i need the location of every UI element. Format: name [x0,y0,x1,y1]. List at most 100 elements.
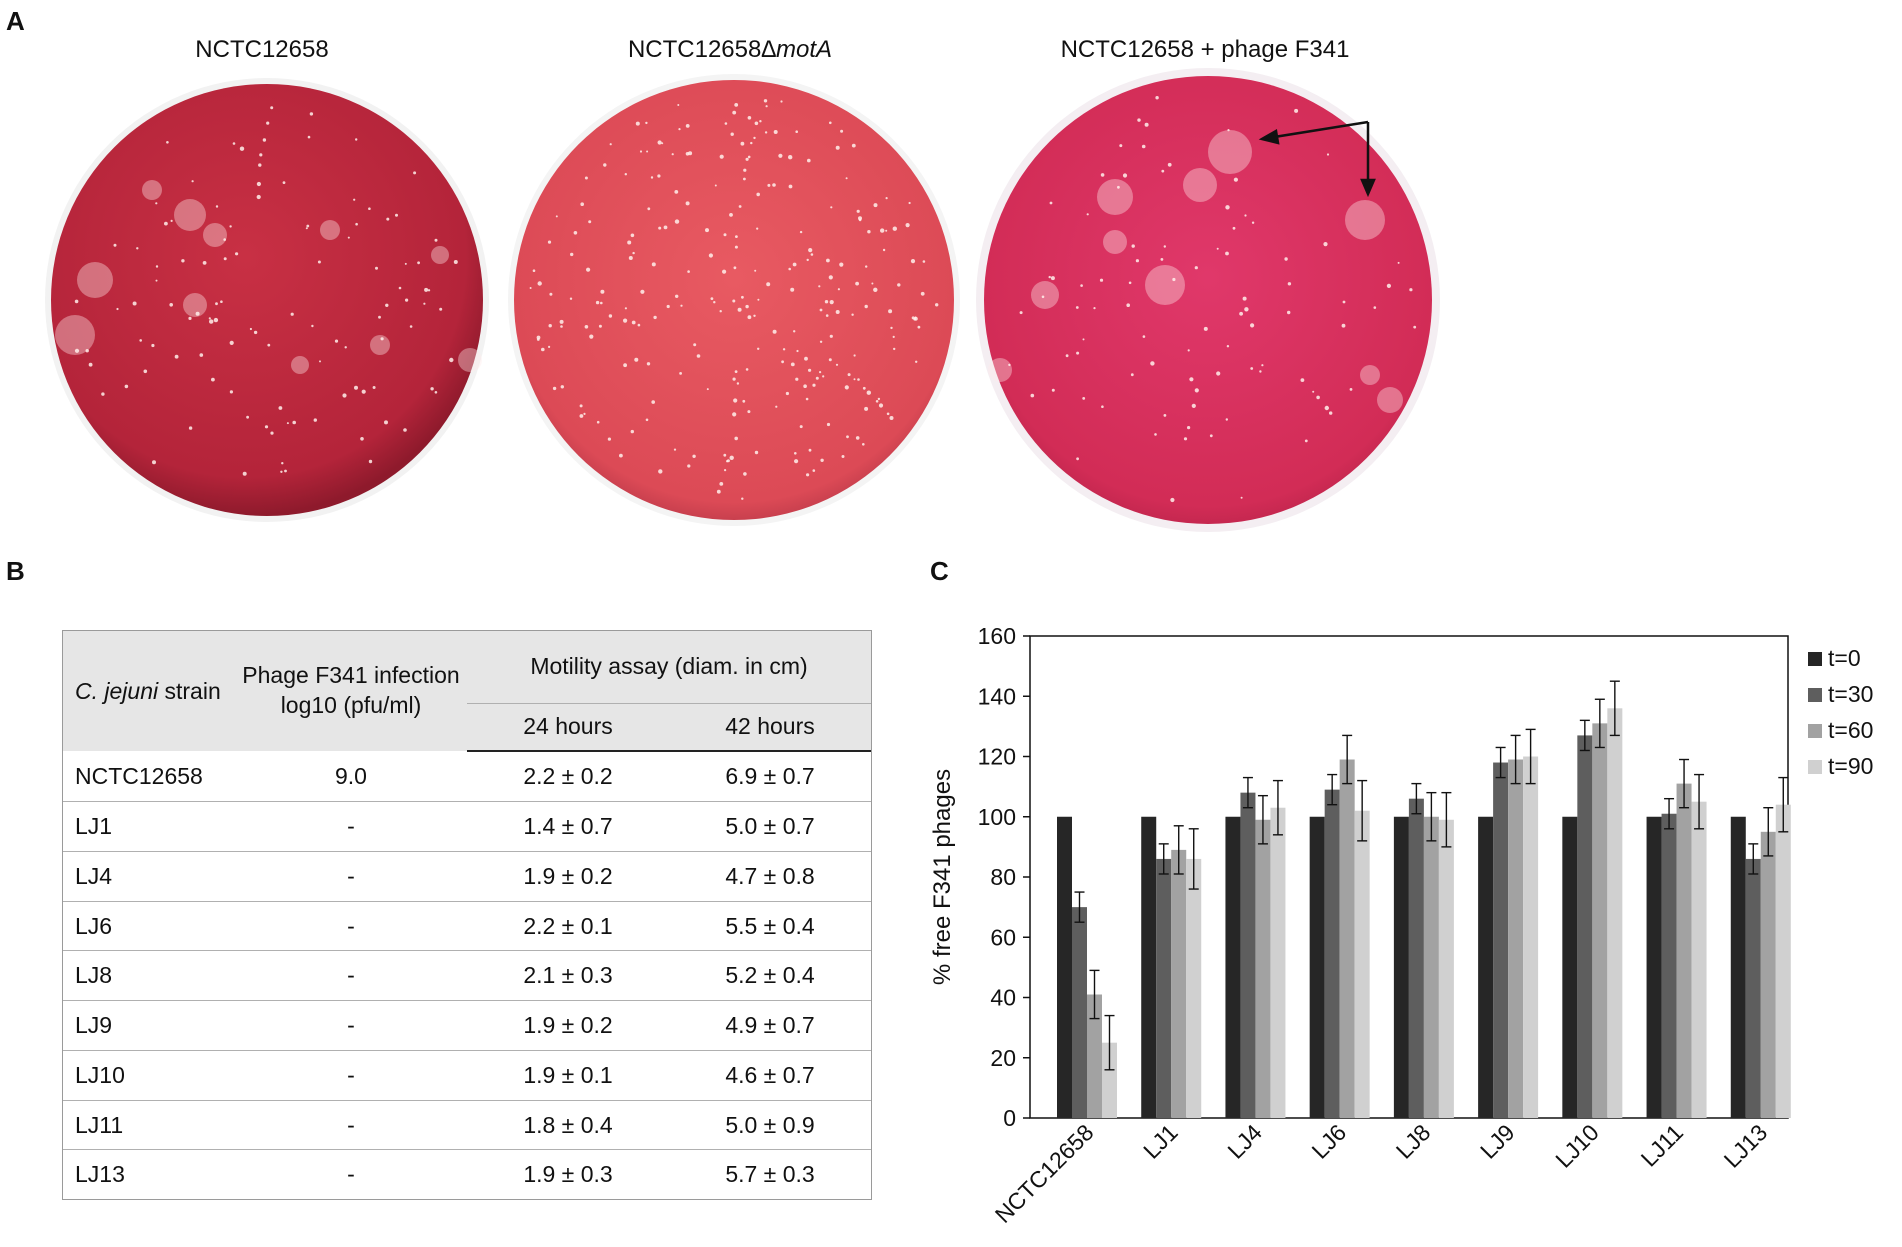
bar-t=90-LJ13 [1775,804,1791,1118]
col-header-phage: Phage F341 infection log10 (pfu/ml) [242,662,460,718]
motility-table: C. jejuni strain Phage F341 infection lo… [62,630,872,1200]
cell-h24: 1.9 ± 0.2 [467,1000,669,1051]
cell-phage: - [235,1099,467,1150]
bar-t=90-LJ11 [1691,801,1707,1118]
bar-t=60-LJ11 [1676,783,1692,1118]
plates-figure [45,68,1440,532]
bar-t=30-NCTC12658 [1072,907,1087,1118]
legend-swatch [1808,688,1822,702]
y-tick-label: 20 [990,1045,1016,1071]
arrow-indicator [1258,120,1376,198]
cell-strain: LJ8 [63,950,235,1001]
table-row: LJ13-1.9 ± 0.3 5.7 ± 0.3 [63,1149,871,1199]
y-axis-label: % free F341 phages [929,769,956,985]
cell-phage: - [235,1000,467,1051]
col-header-42h: 42 hours [669,702,871,752]
cell-h42: 5.2 ± 0.4 [669,950,871,1001]
x-tick-label: NCTC12658 [990,1119,1099,1228]
cell-strain: LJ4 [63,850,235,902]
table-row: LJ4-1.9 ± 0.2 4.7 ± 0.8 [63,850,871,902]
y-tick-label: 140 [978,683,1016,709]
x-tick-label: LJ9 [1475,1119,1520,1164]
bar-t=90-LJ9 [1523,756,1539,1118]
cell-phage: - [235,950,467,1001]
bar-t=60-LJ13 [1760,831,1776,1118]
cell-h24: 1.9 ± 0.3 [467,1149,669,1199]
plate-phage-infected [976,68,1440,532]
cell-h42: 5.7 ± 0.3 [669,1149,871,1199]
y-tick-label: 0 [1003,1105,1016,1131]
cell-strain: LJ1 [63,801,235,852]
legend-swatch [1808,652,1822,666]
cell-strain: LJ11 [63,1099,235,1150]
bar-t=30-LJ11 [1661,813,1677,1118]
table-row: LJ8-2.1 ± 0.3 5.2 ± 0.4 [63,950,871,1001]
bar-t=0-LJ10 [1562,816,1578,1118]
cell-h24: 1.9 ± 0.2 [467,850,669,902]
plate-title-2: NCTC12658∆motA [490,36,970,64]
y-tick-label: 160 [978,623,1016,649]
bar-t=90-LJ4 [1270,807,1286,1118]
y-tick-label: 100 [978,804,1016,830]
bar-t=60-LJ8 [1423,816,1439,1118]
cell-h24: 1.4 ± 0.7 [467,801,669,852]
bar-t=0-LJ8 [1393,816,1409,1118]
col-header-motility: Motility assay (diam. in cm) [530,653,808,680]
bar-t=0-LJ4 [1225,816,1241,1118]
x-tick-label: LJ1 [1138,1119,1183,1164]
cell-h42: 4.7 ± 0.8 [669,850,871,902]
cell-h42: 5.0 ± 0.9 [669,1099,871,1150]
y-tick-label: 80 [990,864,1016,890]
bar-t=60-LJ4 [1255,819,1271,1118]
cell-h24: 2.2 ± 0.2 [523,763,613,790]
bar-t=60-NCTC12658 [1087,994,1102,1118]
plate-title-2-text: NCTC12658 [627,36,762,63]
bar-t=90-NCTC12658 [1102,1042,1117,1118]
table-row: LJ10-1.9 ± 0.1 4.6 ± 0.7 [63,1049,871,1101]
legend-swatch [1808,724,1822,738]
bar-t=90-LJ8 [1438,819,1454,1118]
y-tick-label: 120 [978,744,1016,770]
bar-t=0-LJ6 [1309,816,1325,1118]
x-tick-label: LJ4 [1222,1119,1267,1164]
legend-entry: t=30 [1828,681,1873,707]
bar-t=60-LJ9 [1508,759,1524,1118]
y-tick-label: 60 [990,924,1016,950]
table-row: LJ1-1.4 ± 0.7 5.0 ± 0.7 [63,801,871,852]
colonies [74,96,1417,503]
cell-h24: 1.9 ± 0.1 [467,1049,669,1101]
cell-phage: - [235,850,467,902]
panel-label-b: B [6,556,25,586]
plate-title-3-text: NCTC12658 + phage F341 [1060,36,1350,63]
table-row: LJ6-2.2 ± 0.1 5.5 ± 0.4 [63,900,871,951]
bar-t=0-LJ13 [1730,816,1746,1118]
table-row: NCTC12658 9.0 2.2 ± 0.2 6.9 ± 0.7 [63,751,871,802]
bar-t=60-LJ10 [1592,723,1608,1118]
cell-phage: - [235,1049,467,1101]
cell-phage: - [235,801,467,852]
cell-strain: NCTC12658 [75,762,203,789]
cell-h42: 6.9 ± 0.7 [725,763,815,790]
col-header-24h: 24 hours [467,702,669,752]
bar-t=90-LJ10 [1607,708,1623,1118]
legend-entry: t=60 [1828,717,1873,743]
panel-label-c: C [930,556,949,586]
bar-t=30-LJ13 [1745,858,1761,1118]
cell-strain: LJ6 [63,900,235,951]
bar-t=30-LJ10 [1577,735,1593,1118]
bar-t=90-LJ1 [1186,858,1202,1118]
bar-t=60-LJ1 [1171,849,1187,1118]
cell-strain: LJ9 [63,1000,235,1051]
x-tick-label: LJ8 [1391,1119,1436,1164]
bar-t=0-LJ11 [1646,816,1662,1118]
cell-h24: 2.1 ± 0.3 [467,950,669,1001]
cell-phage: 9.0 [335,762,367,789]
bar-t=30-LJ8 [1408,798,1424,1118]
legend-entry: t=90 [1828,753,1873,779]
bar-t=30-LJ6 [1324,789,1340,1118]
bar-t=0-LJ9 [1478,816,1494,1118]
bar-t=0-LJ1 [1141,816,1157,1118]
cell-phage: - [235,900,467,951]
cell-h42: 4.6 ± 0.7 [669,1049,871,1101]
x-tick-label: LJ6 [1307,1119,1352,1164]
